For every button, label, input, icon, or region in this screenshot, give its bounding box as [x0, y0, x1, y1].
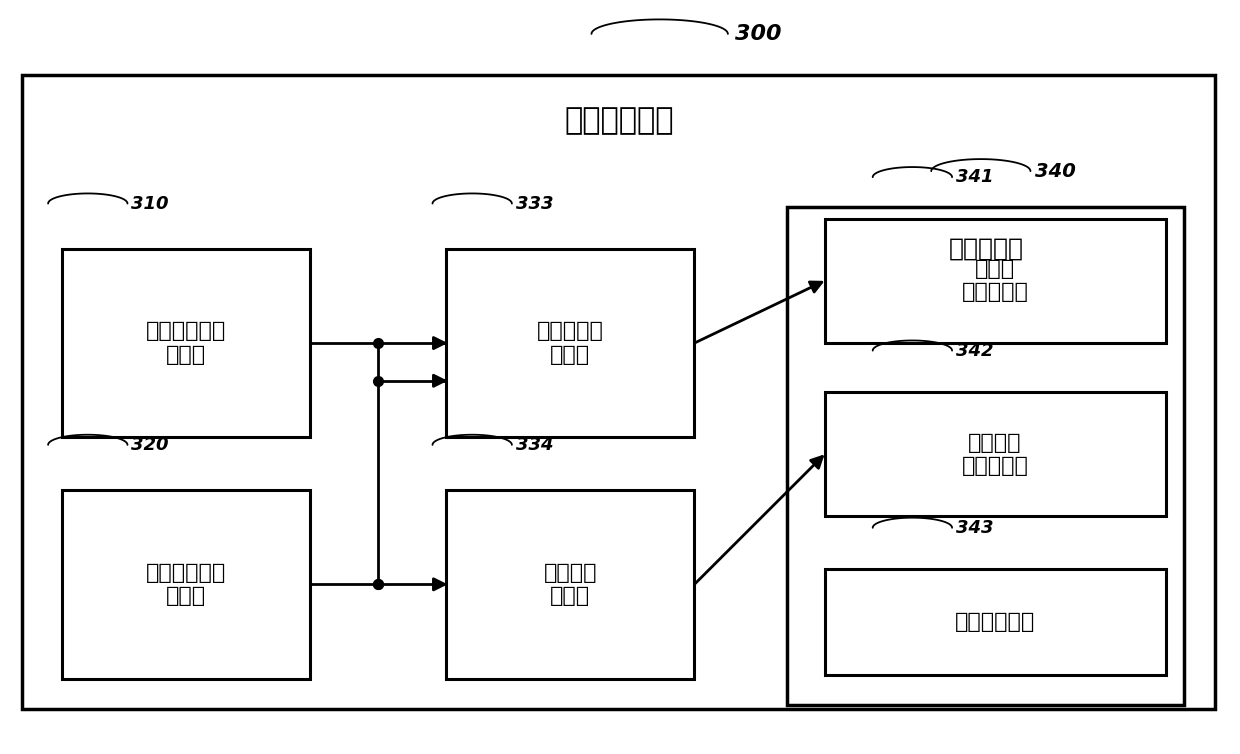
Bar	[62, 490, 310, 679]
Text: 非选择性
希氏束捕获: 非选择性 希氏束捕获	[962, 433, 1028, 476]
Text: 希氏束响应
检测器: 希氏束响应 检测器	[537, 321, 604, 365]
Bar	[825, 219, 1166, 343]
Text: 334: 334	[516, 436, 553, 454]
Text: 342: 342	[956, 342, 993, 360]
Text: 300: 300	[734, 24, 781, 44]
Bar	[825, 392, 1166, 516]
Text: 343: 343	[956, 519, 993, 537]
Text: 333: 333	[516, 195, 553, 213]
Text: 选择性
希氏束捕获: 选择性 希氏束捕获	[962, 259, 1028, 302]
Text: 310: 310	[131, 195, 169, 213]
Text: 心肌响应
检测器: 心肌响应 检测器	[543, 562, 598, 606]
Text: 捕获验证电路: 捕获验证电路	[564, 106, 673, 135]
Text: 340: 340	[1035, 161, 1076, 181]
Text: 希氏束旁捕获: 希氏束旁捕获	[955, 612, 1035, 632]
Text: 远场心脏活动
检测器: 远场心脏活动 检测器	[146, 562, 226, 606]
Text: 320: 320	[131, 436, 169, 454]
Text: 近场心脏活动
检测器: 近场心脏活动 检测器	[146, 321, 226, 365]
Bar	[22, 75, 1215, 709]
Text: 341: 341	[956, 168, 993, 186]
Text: 分类器电路: 分类器电路	[949, 237, 1023, 261]
Bar	[446, 490, 694, 679]
Bar	[62, 249, 310, 437]
Bar	[787, 207, 1184, 705]
Bar	[446, 249, 694, 437]
Bar	[825, 569, 1166, 675]
